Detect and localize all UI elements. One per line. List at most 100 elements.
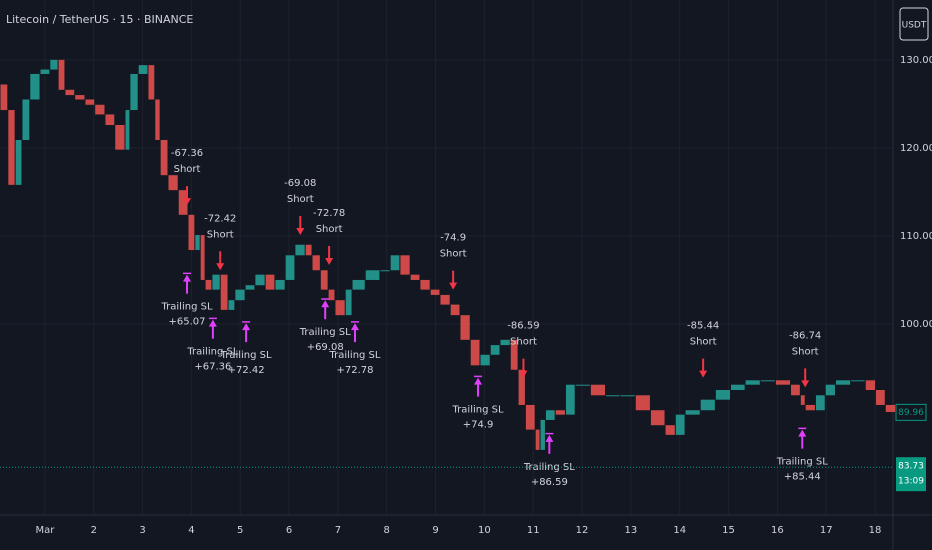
candle [65, 89, 75, 96]
candle [390, 255, 400, 271]
candle [540, 419, 545, 450]
candle [58, 59, 65, 90]
candle [675, 414, 685, 435]
candle [410, 274, 420, 280]
x-tick-label: 11 [527, 525, 540, 536]
candle [815, 395, 825, 411]
x-tick-label: 15 [722, 525, 735, 536]
candle [22, 99, 30, 140]
signal: -67.36 Short [171, 148, 203, 206]
x-tick-label: 9 [432, 525, 438, 536]
candle [835, 380, 851, 385]
trailing-arrow [545, 432, 554, 454]
signal-pnl: +72.78 [336, 365, 373, 376]
x-tick-label: 7 [335, 525, 341, 536]
candle [125, 110, 130, 150]
candle [50, 59, 58, 70]
y-tick-label: 110.00 [900, 231, 932, 242]
candle [400, 255, 410, 275]
candle [188, 214, 195, 251]
candle [305, 244, 312, 256]
signal-pnl: +65.07 [169, 317, 206, 328]
candle [0, 84, 8, 111]
candle [130, 73, 138, 111]
short-arrow [801, 368, 810, 388]
trailing-arrow [474, 375, 483, 397]
candle [148, 65, 155, 100]
signal-kind: Trailing SL [328, 350, 380, 361]
signal-pnl: -85.44 [687, 321, 719, 332]
candle [700, 399, 715, 411]
signal-kind: Short [207, 229, 234, 240]
candle [876, 389, 885, 405]
candle [825, 384, 835, 396]
candle [380, 270, 390, 272]
candle [220, 274, 228, 310]
x-tick-label: 4 [188, 525, 194, 536]
candle [335, 300, 345, 316]
signal: -74.9 Short [440, 233, 467, 290]
candle [851, 380, 865, 382]
candle [30, 73, 40, 100]
signal: Trailing SL +67.36 [186, 317, 239, 373]
candle [480, 354, 490, 366]
signal: -69.08 Short [284, 178, 316, 236]
x-tick-label: 10 [478, 525, 491, 536]
candle [545, 410, 555, 420]
y-tick-label: 120.00 [900, 143, 932, 154]
signal-kind: Trailing SL [299, 327, 351, 338]
candle [450, 304, 460, 316]
candle [245, 285, 255, 290]
x-tick-label: 6 [286, 525, 292, 536]
candle [365, 270, 380, 280]
candle [345, 289, 352, 316]
signal: Trailing SL +74.9 [452, 375, 504, 431]
candle [228, 300, 235, 310]
signal-pnl: +74.9 [463, 420, 494, 431]
candle [85, 99, 95, 105]
candle [535, 429, 540, 450]
candle [8, 110, 15, 185]
candle [500, 339, 510, 346]
trailing-arrow [242, 321, 251, 343]
candle [160, 139, 168, 176]
countdown-label: 13:09 [898, 477, 924, 487]
short-arrow [325, 245, 334, 265]
signal: -72.78 Short [313, 208, 345, 265]
candle [760, 380, 775, 382]
signal: Trailing SL +85.44 [776, 427, 828, 483]
signal-kind: Short [287, 194, 314, 205]
signal-pnl: +72.42 [228, 365, 265, 376]
trailing-arrow [350, 321, 359, 343]
current-price-box [896, 457, 926, 492]
currency-label[interactable]: USDT [902, 21, 927, 31]
candle [75, 95, 85, 100]
trailing-arrow [321, 298, 330, 320]
signal-kind: Trailing SL [776, 457, 828, 468]
candle [275, 279, 285, 290]
trailing-arrow [798, 427, 807, 449]
x-tick-label: 8 [384, 525, 390, 536]
signal-kind: Short [316, 224, 343, 235]
trailing-arrow [183, 272, 192, 294]
candle [168, 175, 178, 191]
candle [665, 425, 675, 435]
last-price-label: 89.96 [898, 408, 924, 418]
currency-button[interactable] [899, 7, 929, 41]
candle [420, 279, 430, 290]
x-tick-label: Mar [35, 525, 55, 536]
candles [0, 59, 896, 450]
signal: -86.74 Short [789, 330, 821, 388]
candle [155, 99, 160, 140]
candle [178, 190, 188, 215]
x-tick-label: 3 [139, 525, 145, 536]
candle [320, 270, 328, 290]
signal-kind: Short [174, 164, 201, 175]
candle [805, 404, 815, 411]
last-price-box [895, 403, 927, 421]
x-tick-label: 14 [673, 525, 686, 536]
candle [565, 384, 575, 415]
x-tick-label: 12 [576, 525, 589, 536]
x-tick-label: 13 [625, 525, 638, 536]
